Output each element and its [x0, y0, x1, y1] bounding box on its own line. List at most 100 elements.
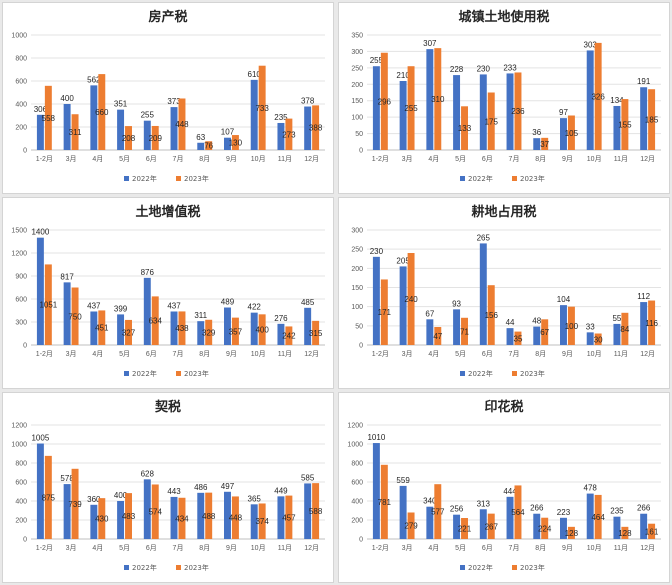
data-label: 161 [645, 527, 659, 536]
legend-swatch [124, 371, 129, 376]
x-tick-label: 6月 [146, 155, 157, 163]
data-label: 733 [255, 104, 269, 113]
bar-2022 [224, 307, 231, 345]
chart-svg: 印花税 0 200 400 600 800 1000 1200 1010 781 1-2月 559 27… [347, 399, 661, 572]
data-label: 255 [370, 56, 384, 65]
x-tick-label: 11月 [614, 350, 628, 358]
data-label: 451 [95, 324, 109, 333]
bar-2023 [125, 319, 132, 345]
chart-panel-property-tax: 房产税 0 200 400 600 800 1000 306 558 1-2月 400 311 3月 56… [2, 2, 334, 194]
bar-2023 [407, 512, 415, 539]
y-tick-label: 1000 [11, 442, 27, 449]
y-tick-label: 0 [23, 343, 27, 350]
x-tick-label: 10月 [587, 544, 602, 552]
x-tick-label: 9月 [562, 350, 573, 358]
data-label: 128 [565, 529, 579, 538]
data-label: 266 [637, 504, 651, 513]
legend-label: 2022年 [132, 174, 157, 183]
bar-2023 [541, 517, 549, 539]
x-tick-label: 8月 [199, 155, 210, 163]
bar-2022 [277, 496, 285, 539]
chart-panel-deed-tax: 契税 0 200 400 600 800 1000 1200 1005 875 1-2月 578 739… [2, 392, 334, 583]
data-label: 256 [450, 505, 464, 514]
x-tick-label: 12月 [304, 155, 319, 163]
bar-2022 [250, 504, 258, 539]
bar-2022 [90, 504, 98, 539]
x-tick-label: 4月 [428, 350, 439, 358]
legend-swatch [176, 176, 181, 181]
bar-2022 [372, 66, 380, 150]
bar-2023 [258, 65, 266, 150]
data-label: 76 [204, 142, 213, 151]
y-tick-label: 1200 [11, 423, 27, 430]
legend-label: 2023年 [184, 369, 209, 378]
data-label: 781 [378, 498, 392, 507]
x-tick-label: 7月 [509, 155, 520, 163]
chart-title: 土地增值税 [135, 204, 200, 220]
y-tick-label: 600 [351, 480, 363, 487]
data-label: 105 [565, 129, 579, 138]
legend-label: 2023年 [520, 563, 545, 572]
data-label: 400 [60, 94, 74, 103]
bar-2022 [399, 485, 407, 539]
data-label: 374 [255, 517, 269, 526]
data-label: 634 [149, 317, 163, 326]
chart-panel-farmland-occupation-tax: 耕地占用税 0 50 100 150 200 250 300 230 171 1-2月 205 240 3… [338, 197, 670, 389]
bar-2022 [453, 309, 461, 345]
bar-2022 [640, 513, 648, 539]
bar-2022 [63, 104, 71, 150]
x-tick-label: 7月 [509, 350, 520, 358]
bar-2022 [372, 443, 380, 539]
y-tick-label: 350 [351, 33, 363, 40]
data-label: 437 [167, 301, 181, 310]
bar-2022 [640, 87, 648, 150]
bar-2022 [506, 73, 514, 150]
bar-2023 [71, 468, 79, 539]
y-tick-label: 800 [15, 56, 27, 63]
data-label: 276 [274, 314, 288, 323]
bar-2022 [586, 332, 594, 345]
y-tick-label: 200 [15, 125, 27, 132]
bar-2023 [407, 253, 415, 345]
bar-2022 [197, 492, 205, 539]
y-tick-label: 800 [351, 461, 363, 468]
bar-2022 [304, 483, 312, 539]
chart-title: 耕地占用税 [471, 204, 536, 220]
data-label: 485 [301, 298, 315, 307]
bar-2023 [461, 106, 468, 150]
bar-2022 [143, 120, 151, 150]
legend-label: 2023年 [184, 174, 209, 183]
x-tick-label: 11月 [614, 155, 628, 163]
y-tick-label: 200 [351, 518, 363, 525]
bar-2022 [479, 243, 487, 345]
x-tick-label: 9月 [562, 155, 573, 163]
bar-2023 [594, 494, 602, 539]
x-tick-label: 4月 [92, 350, 103, 358]
bar-2022 [304, 106, 312, 150]
bar-2023 [648, 523, 656, 539]
legend-swatch [460, 176, 465, 181]
y-tick-label: 900 [15, 274, 27, 281]
x-tick-label: 8月 [199, 350, 210, 358]
legend-swatch [512, 176, 517, 181]
chart-title: 契税 [154, 399, 181, 415]
x-tick-label: 6月 [482, 544, 493, 552]
data-label: 373 [167, 97, 181, 106]
bar-2023 [648, 300, 656, 345]
chart-panel-urban-land-use-tax: 城镇土地使用税 0 50 100 150 200 250 300 350 255 296 1-2月 21… [338, 2, 670, 194]
x-tick-label: 12月 [304, 350, 319, 358]
y-tick-label: 400 [15, 102, 27, 109]
bar-2023 [205, 141, 213, 150]
legend-swatch [512, 371, 517, 376]
data-label: 273 [282, 130, 296, 139]
legend-swatch [512, 565, 517, 570]
x-tick-label: 5月 [119, 155, 130, 163]
data-label: 351 [114, 100, 128, 109]
bar-2022 [36, 114, 44, 150]
data-label: 104 [557, 295, 571, 304]
data-label: 71 [460, 327, 469, 336]
data-label: 307 [423, 39, 437, 48]
data-label: 63 [196, 133, 205, 142]
x-tick-label: 3月 [66, 155, 77, 163]
